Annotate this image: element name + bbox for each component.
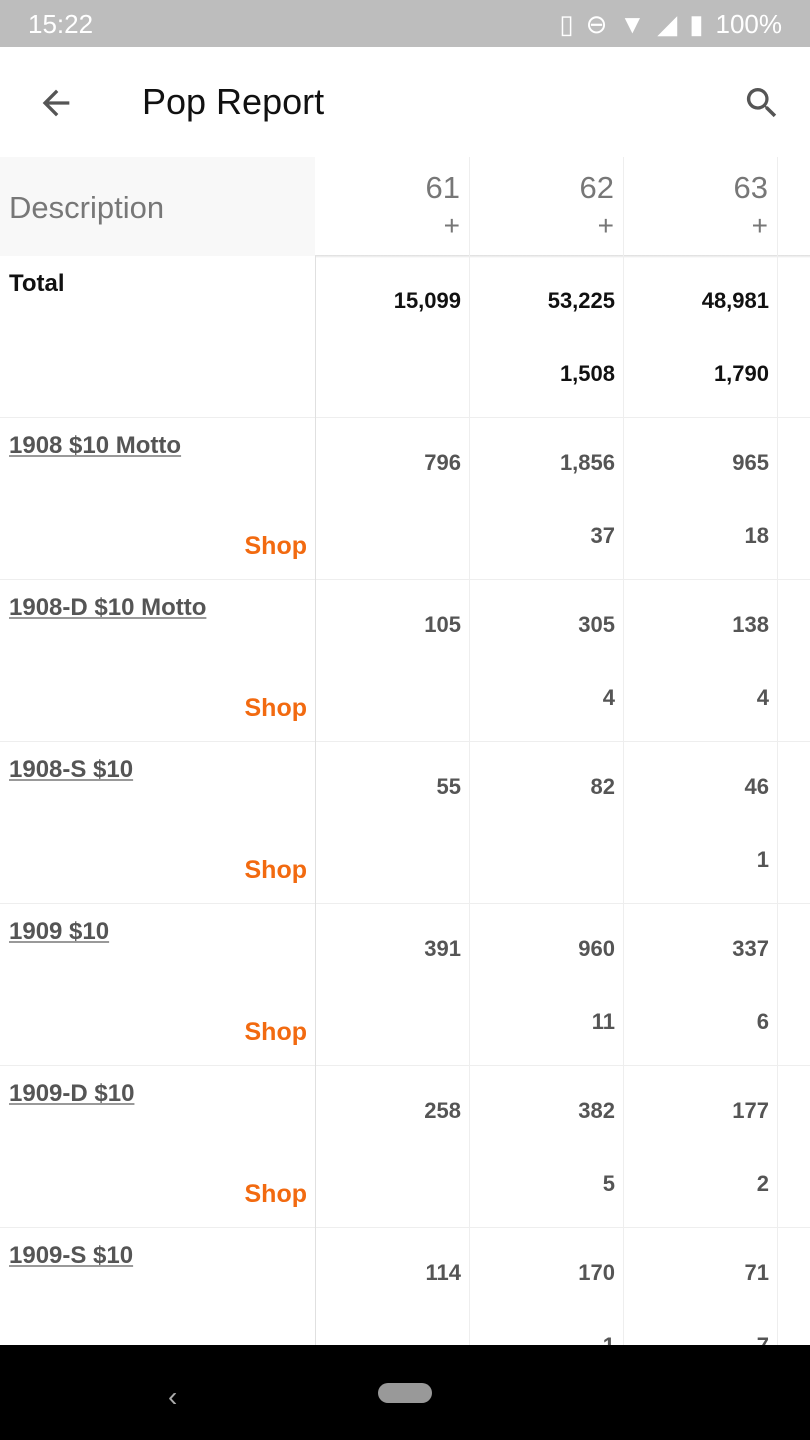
grade-header-63[interactable]: 63 + bbox=[624, 157, 778, 256]
population: 258 bbox=[424, 1098, 461, 1123]
grade-label: 63 bbox=[733, 170, 768, 205]
shop-link[interactable]: Shop bbox=[244, 1018, 308, 1046]
battery-icon: ▮ bbox=[689, 9, 704, 39]
grade-header-61[interactable]: 61 + bbox=[316, 157, 470, 256]
population: 1,856 bbox=[559, 450, 615, 475]
grade-header-partial bbox=[778, 157, 810, 256]
population: 48,981 bbox=[701, 288, 769, 313]
population: 138 bbox=[732, 612, 769, 637]
dnd-icon: ⊖ bbox=[585, 9, 608, 39]
coin-link[interactable]: 1909-S $10 bbox=[9, 1242, 134, 1269]
population: 46 bbox=[744, 774, 769, 799]
population: 15,099 bbox=[393, 288, 461, 313]
coin-link[interactable]: 1908 $10 Motto bbox=[9, 432, 182, 459]
table-row: 1909-S $10 Shop 114 170 1 71 7 bbox=[0, 1228, 810, 1345]
coin-link[interactable]: 1908-D $10 Motto bbox=[9, 594, 207, 621]
table-row: 1908-S $10 Shop 55 82 46 1 bbox=[0, 742, 810, 904]
nav-home-button[interactable] bbox=[378, 1383, 432, 1403]
population: 965 bbox=[732, 450, 769, 475]
plus-population: 1,508 bbox=[559, 361, 615, 386]
population: 170 bbox=[578, 1260, 615, 1285]
column-divider bbox=[777, 157, 778, 1345]
table-row: 1909-D $10 Shop 258 382 5 177 2 bbox=[0, 1066, 810, 1228]
expand-plus-icon[interactable]: + bbox=[751, 210, 768, 241]
plus-population: 2 bbox=[756, 1171, 769, 1196]
population: 796 bbox=[424, 450, 461, 475]
shop-link[interactable]: Shop bbox=[245, 1342, 308, 1345]
plus-population: 18 bbox=[744, 523, 769, 548]
population: 105 bbox=[424, 612, 461, 637]
battery-percent: 100% bbox=[715, 9, 783, 39]
plus-population: 6 bbox=[756, 1009, 769, 1034]
status-time: 15:22 bbox=[28, 9, 94, 39]
population: 71 bbox=[744, 1260, 769, 1285]
system-nav-bar: ‹ bbox=[0, 1345, 810, 1440]
population: 177 bbox=[732, 1098, 769, 1123]
population: 382 bbox=[578, 1098, 615, 1123]
population: 114 bbox=[425, 1260, 462, 1285]
plus-population: 1 bbox=[756, 847, 769, 872]
nav-back-icon[interactable]: ‹ bbox=[168, 1381, 178, 1412]
total-label: Total bbox=[9, 270, 65, 297]
shop-link[interactable]: Shop bbox=[244, 532, 308, 560]
plus-population: 4 bbox=[602, 685, 615, 710]
column-divider bbox=[623, 157, 624, 1345]
table-row: 1908-D $10 Motto Shop 105 305 4 138 4 bbox=[0, 580, 810, 742]
expand-plus-icon[interactable]: + bbox=[597, 210, 614, 241]
pop-report-table: Description 61 +62 +63 + Total 15,099 53,225 1,… bbox=[0, 157, 810, 1345]
plus-population: 7 bbox=[624, 1333, 769, 1345]
table-row: 1909 $10 Shop 391 960 11 337 6 bbox=[0, 904, 810, 1066]
plus-population: 1 bbox=[470, 1333, 615, 1345]
wifi-icon: ▼ bbox=[619, 9, 646, 39]
status-bar: 15:22 ▯ ⊖ ▼ ◢ ▮ 100% bbox=[0, 0, 810, 47]
back-arrow-icon[interactable] bbox=[36, 83, 76, 123]
plus-population: 37 bbox=[590, 523, 615, 548]
grade-label: 61 bbox=[425, 170, 460, 205]
population: 337 bbox=[732, 936, 769, 961]
plus-population: 1,790 bbox=[713, 361, 769, 386]
population: 82 bbox=[590, 774, 615, 799]
plus-population: 5 bbox=[602, 1171, 615, 1196]
vibrate-icon: ▯ bbox=[559, 9, 574, 39]
header-shadow bbox=[315, 255, 810, 258]
coin-link[interactable]: 1908-S $10 bbox=[9, 756, 134, 783]
shop-link[interactable]: Shop bbox=[244, 856, 308, 884]
grade-label: 62 bbox=[579, 170, 614, 205]
grade-header-62[interactable]: 62 + bbox=[470, 157, 624, 256]
plus-population: 11 bbox=[591, 1009, 615, 1034]
column-divider bbox=[315, 256, 316, 1345]
coin-link[interactable]: 1909-D $10 bbox=[9, 1080, 135, 1107]
plus-population: 4 bbox=[756, 685, 769, 710]
page-title: Pop Report bbox=[142, 81, 325, 122]
population: 960 bbox=[578, 936, 615, 961]
table-row: Total 15,099 53,225 1,508 48,981 1,790 bbox=[0, 256, 810, 418]
coin-link[interactable]: 1909 $10 bbox=[9, 918, 110, 945]
shop-link[interactable]: Shop bbox=[244, 694, 308, 722]
population: 55 bbox=[436, 774, 461, 799]
expand-plus-icon[interactable]: + bbox=[443, 210, 460, 241]
search-icon[interactable] bbox=[742, 83, 782, 123]
app-bar: Pop Report bbox=[0, 47, 810, 157]
description-header: Description bbox=[0, 157, 315, 256]
population: 53,225 bbox=[547, 288, 615, 313]
shop-link[interactable]: Shop bbox=[244, 1180, 308, 1208]
signal-icon: ◢ bbox=[657, 9, 678, 39]
column-divider bbox=[469, 157, 470, 1345]
population: 391 bbox=[424, 936, 461, 961]
table-row: 1908 $10 Motto Shop 796 1,856 37 965 18 bbox=[0, 418, 810, 580]
population: 305 bbox=[578, 612, 615, 637]
